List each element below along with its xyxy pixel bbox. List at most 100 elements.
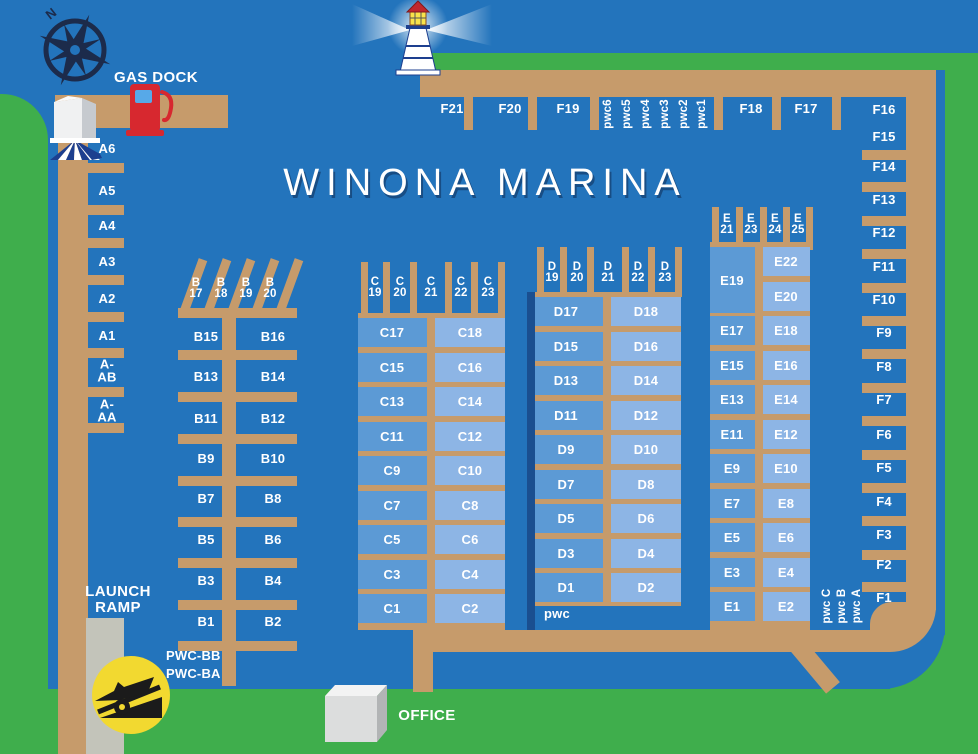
- dock-e-end-pier: [783, 207, 790, 250]
- dock-f-pier: [862, 182, 906, 192]
- slip-label-b-angled: B 17: [189, 277, 203, 300]
- slip-label-f: F7: [876, 391, 892, 407]
- dock-e-end-pier: [760, 207, 767, 250]
- slip-cover-e: [763, 454, 810, 483]
- slip-label-b-angled: B 20: [263, 277, 277, 300]
- slip-cover-c: [358, 490, 427, 520]
- dock-d-end-pier: [587, 247, 594, 297]
- slip-label-a: A5: [98, 182, 116, 198]
- slip-cover-e: [763, 419, 810, 449]
- slip-label-e: E6: [777, 529, 795, 545]
- dock-b-pier: [178, 558, 297, 568]
- dock-f-top-pier: [590, 97, 599, 130]
- slip-label-c: C7: [383, 497, 401, 513]
- slip-label-e: E8: [777, 495, 795, 511]
- dock-b-pier: [178, 308, 297, 318]
- dock-b-pier: [178, 641, 297, 651]
- dock-d-end-pier: [537, 247, 544, 297]
- dock-e-end-pier: [712, 207, 719, 250]
- slip-label-b: B10: [260, 450, 286, 466]
- slip-label-c: C17: [379, 324, 405, 340]
- slip-label-d: D6: [637, 510, 655, 526]
- dock-f-pier: [862, 349, 906, 359]
- slip-label-c: C2: [461, 600, 479, 616]
- pwc-slip-label: pwc3: [658, 99, 671, 129]
- dock-f-pier: [862, 550, 906, 560]
- shore-gangway: [413, 650, 433, 692]
- slip-label-a: A4: [98, 217, 116, 233]
- dock-a-walkway: [58, 96, 88, 754]
- dock-f-top-pier: [772, 97, 781, 130]
- dock-c-end-pier: [361, 262, 368, 315]
- slip-cover-e: [763, 523, 810, 552]
- slip-label-d-end: D 23: [658, 261, 672, 284]
- gas-dock-label: GAS DOCK: [113, 69, 199, 86]
- dock-d-end-pier: [648, 247, 655, 297]
- dock-c-end-pier: [498, 262, 505, 315]
- slip-label-d-end: D 21: [601, 261, 615, 284]
- slip-label-c: C3: [383, 566, 401, 582]
- slip-label-b-angled: B 18: [214, 277, 228, 300]
- slip-label-b: B13: [193, 368, 219, 384]
- slip-label-b: B4: [264, 572, 282, 588]
- dock-b-pier: [178, 392, 297, 402]
- slip-cover-d: [535, 366, 603, 395]
- slip-cover-d: [535, 435, 603, 464]
- slip-label-d-end: D 19: [545, 261, 559, 284]
- slip-cover-e: [710, 316, 755, 345]
- slip-cover-e: [710, 592, 755, 621]
- slip-cover-e: [763, 316, 810, 345]
- slip-label-e: E18: [774, 322, 798, 338]
- slip-cover-c: [358, 421, 427, 451]
- slip-cover-c: [358, 352, 427, 382]
- slip-label-d-end: D 22: [631, 261, 645, 284]
- slip-label-f: F6: [876, 426, 892, 442]
- slip-cover-c: [358, 525, 427, 554]
- slip-cover-c: [358, 387, 427, 416]
- slip-label-f: F9: [876, 324, 892, 340]
- slip-label-c: C12: [457, 428, 483, 444]
- slip-label-a: A6: [98, 140, 116, 156]
- slip-cover-e: [710, 557, 755, 587]
- slip-cover-e: [763, 592, 810, 621]
- office-building: [325, 685, 387, 742]
- slip-cover-e: [710, 247, 755, 313]
- slip-label-b: B9: [197, 450, 215, 466]
- slip-cover-e: [763, 488, 810, 518]
- slip-label-d: D15: [553, 338, 579, 354]
- slip-label-c-end: C 20: [393, 276, 407, 299]
- slip-label-f: F20: [498, 100, 522, 116]
- slip-label-e: E19: [720, 272, 744, 288]
- dock-b-walkway: [222, 313, 236, 686]
- dock-a-pier: [88, 275, 124, 285]
- slip-label-b: B7: [197, 490, 215, 506]
- dock-f-pier: [862, 416, 906, 426]
- slip-cover-d: [611, 469, 681, 499]
- slip-label-d: D2: [637, 579, 655, 595]
- dock-f-pier: [862, 516, 906, 526]
- dock-e-end-pier: [736, 207, 743, 250]
- slip-cover-d: [611, 435, 681, 464]
- dock-b-pier: [178, 476, 297, 486]
- slip-label-e-end: E 23: [744, 213, 758, 236]
- slip-label-f: F15: [872, 128, 896, 144]
- dock-f-pier: [862, 283, 906, 293]
- slip-cover-c: [435, 352, 505, 382]
- slip-label-b: B6: [264, 531, 282, 547]
- slip-cover-d: [611, 366, 681, 395]
- dock-c-end-pier: [410, 262, 417, 315]
- slip-label-b: B2: [264, 613, 282, 629]
- slip-label-e: E3: [723, 564, 741, 580]
- slip-cover-e: [763, 557, 810, 587]
- slip-label-c-end: C 22: [454, 276, 468, 299]
- slip-label-e: E10: [774, 460, 798, 476]
- slip-cover-c: [435, 456, 505, 485]
- slip-cover-c: [435, 387, 505, 416]
- slip-label-f: F13: [872, 191, 896, 207]
- slip-cover-c: [435, 594, 505, 623]
- slip-label-c: C11: [380, 428, 404, 444]
- slip-label-e: E11: [720, 426, 744, 442]
- slip-label-c-end: C 21: [424, 276, 438, 299]
- slip-cover-e: [763, 350, 810, 380]
- slip-label-d: D18: [633, 303, 659, 319]
